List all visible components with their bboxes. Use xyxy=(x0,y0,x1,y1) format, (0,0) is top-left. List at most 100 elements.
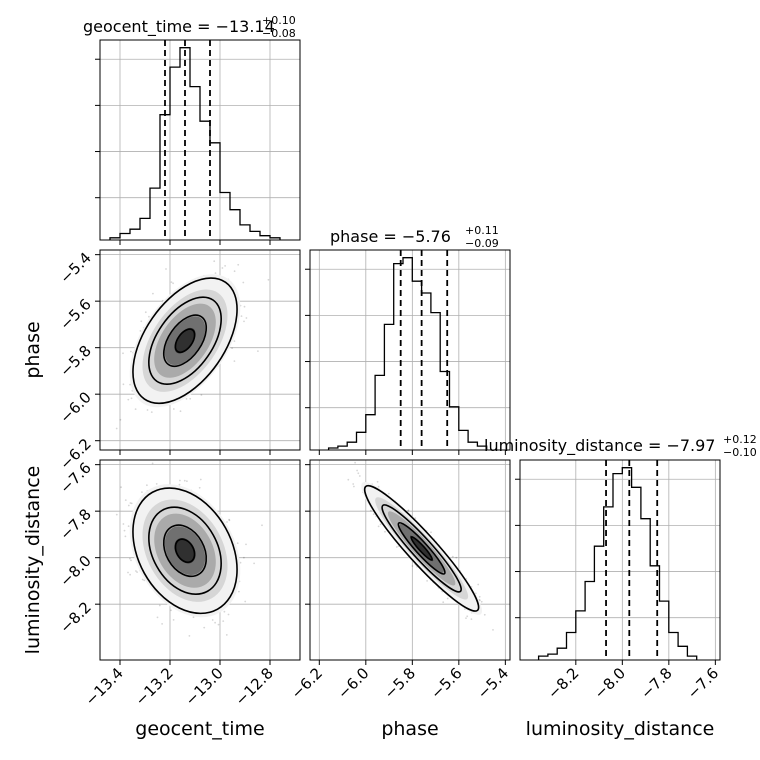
sample-point xyxy=(129,557,131,560)
sample-point xyxy=(245,317,248,319)
sample-point xyxy=(188,635,191,637)
xtick-label-phase: −6.2 xyxy=(288,664,326,702)
panel-bg-luminosity-distance-phase xyxy=(310,460,510,660)
joint-panel-luminosity-distance-geocent-time xyxy=(115,462,263,637)
sample-point xyxy=(226,521,228,523)
title-phase-sub: −0.09 xyxy=(465,237,499,250)
sample-point xyxy=(407,509,410,512)
sample-point xyxy=(455,556,458,559)
sample-point xyxy=(148,315,150,318)
panel-backgrounds xyxy=(100,40,720,660)
sample-point xyxy=(165,268,167,270)
sample-point xyxy=(135,570,137,572)
panel-frame-phase-geocent-time xyxy=(99,249,301,451)
contour-line xyxy=(148,506,222,595)
joint-panel-luminosity-distance-phase xyxy=(347,461,494,631)
sample-point xyxy=(407,510,410,512)
sample-point xyxy=(119,418,122,421)
sample-point xyxy=(376,480,379,483)
ytick-label-phase: −5.6 xyxy=(56,295,94,333)
ytick-label-phase: −6.0 xyxy=(56,388,94,426)
sample-point xyxy=(179,479,181,482)
sample-point xyxy=(120,486,122,489)
sample-point xyxy=(127,525,130,528)
title-luminosity-distance: luminosity_distance = −7.97 xyxy=(484,436,715,456)
sample-point xyxy=(228,518,231,521)
sample-point xyxy=(203,626,206,629)
sample-point xyxy=(152,292,154,295)
contour-line xyxy=(363,484,480,612)
sample-point xyxy=(377,485,380,488)
xtick-label-geocent-time: −13.2 xyxy=(132,664,177,709)
sample-point xyxy=(172,408,175,410)
sample-point xyxy=(414,517,417,519)
sample-point xyxy=(139,330,142,332)
sample-point xyxy=(115,427,118,430)
sample-point xyxy=(200,394,203,396)
sample-point xyxy=(372,513,375,516)
sample-point xyxy=(238,590,240,593)
ytick-label-luminosity-distance: −8.0 xyxy=(56,552,94,590)
sample-point xyxy=(430,531,432,534)
sample-point xyxy=(189,397,192,400)
sample-point xyxy=(237,263,240,266)
sample-point xyxy=(261,524,263,527)
sample-point xyxy=(122,352,124,355)
sample-point xyxy=(231,347,234,350)
sample-point xyxy=(170,609,172,612)
sample-point xyxy=(480,600,483,603)
title-luminosity-distance-sup: +0.12 xyxy=(723,433,757,446)
panel-frame-luminosity-distance-geocent-time xyxy=(99,459,301,661)
contour-line xyxy=(397,521,446,575)
histogram-luminosity-distance xyxy=(537,467,698,660)
sample-point xyxy=(161,623,164,625)
panel-frame-luminosity-distance-luminosity-distance xyxy=(519,459,721,661)
sample-point xyxy=(233,340,236,342)
sample-point xyxy=(243,320,245,323)
xtick-label-phase: −5.4 xyxy=(474,664,512,702)
xlabel-geocent-time: geocent_time xyxy=(135,718,264,740)
sample-point xyxy=(178,483,181,486)
xtick-label-phase: −5.8 xyxy=(381,664,419,702)
sample-point xyxy=(183,479,186,482)
title-geocent-time-sub: −0.08 xyxy=(262,27,296,40)
xtick-label-luminosity-distance: −7.6 xyxy=(684,664,722,702)
sample-point xyxy=(217,623,220,626)
sample-point xyxy=(214,621,217,624)
density-level xyxy=(410,535,434,562)
histogram-geocent-time xyxy=(109,47,281,240)
sample-point xyxy=(221,267,224,269)
sample-point xyxy=(223,610,226,613)
contour-line xyxy=(148,296,222,386)
sample-point xyxy=(158,604,161,607)
sample-point xyxy=(243,305,246,308)
sample-point xyxy=(130,397,133,400)
sample-point xyxy=(127,398,130,401)
sample-point xyxy=(236,542,239,545)
panel-frame-phase-phase xyxy=(309,249,511,451)
xtick-label-geocent-time: −13.4 xyxy=(82,664,127,709)
sample-point xyxy=(227,613,230,616)
data-layer xyxy=(109,40,698,660)
sample-point xyxy=(483,613,486,616)
sample-point xyxy=(130,350,132,353)
sample-point xyxy=(122,523,125,525)
sample-point xyxy=(150,411,153,413)
xtick-label-phase: −5.6 xyxy=(427,664,465,702)
sample-point xyxy=(356,469,358,472)
ytick-label-phase: −5.8 xyxy=(56,342,94,380)
sample-point xyxy=(127,571,129,574)
xtick-label-geocent-time: −12.8 xyxy=(232,664,277,709)
ytick-label-phase: −5.4 xyxy=(56,249,94,287)
sample-point xyxy=(470,618,473,620)
panel-bg-geocent-time-geocent-time xyxy=(100,40,300,240)
xlabel-luminosity-distance: luminosity_distance xyxy=(526,718,715,740)
sample-point xyxy=(446,597,449,600)
sample-point xyxy=(253,562,256,565)
sample-point xyxy=(199,478,202,481)
sample-point xyxy=(233,270,236,273)
sample-point xyxy=(257,350,259,352)
sample-point xyxy=(146,409,149,411)
sample-point xyxy=(240,315,243,317)
sample-point xyxy=(172,282,175,285)
